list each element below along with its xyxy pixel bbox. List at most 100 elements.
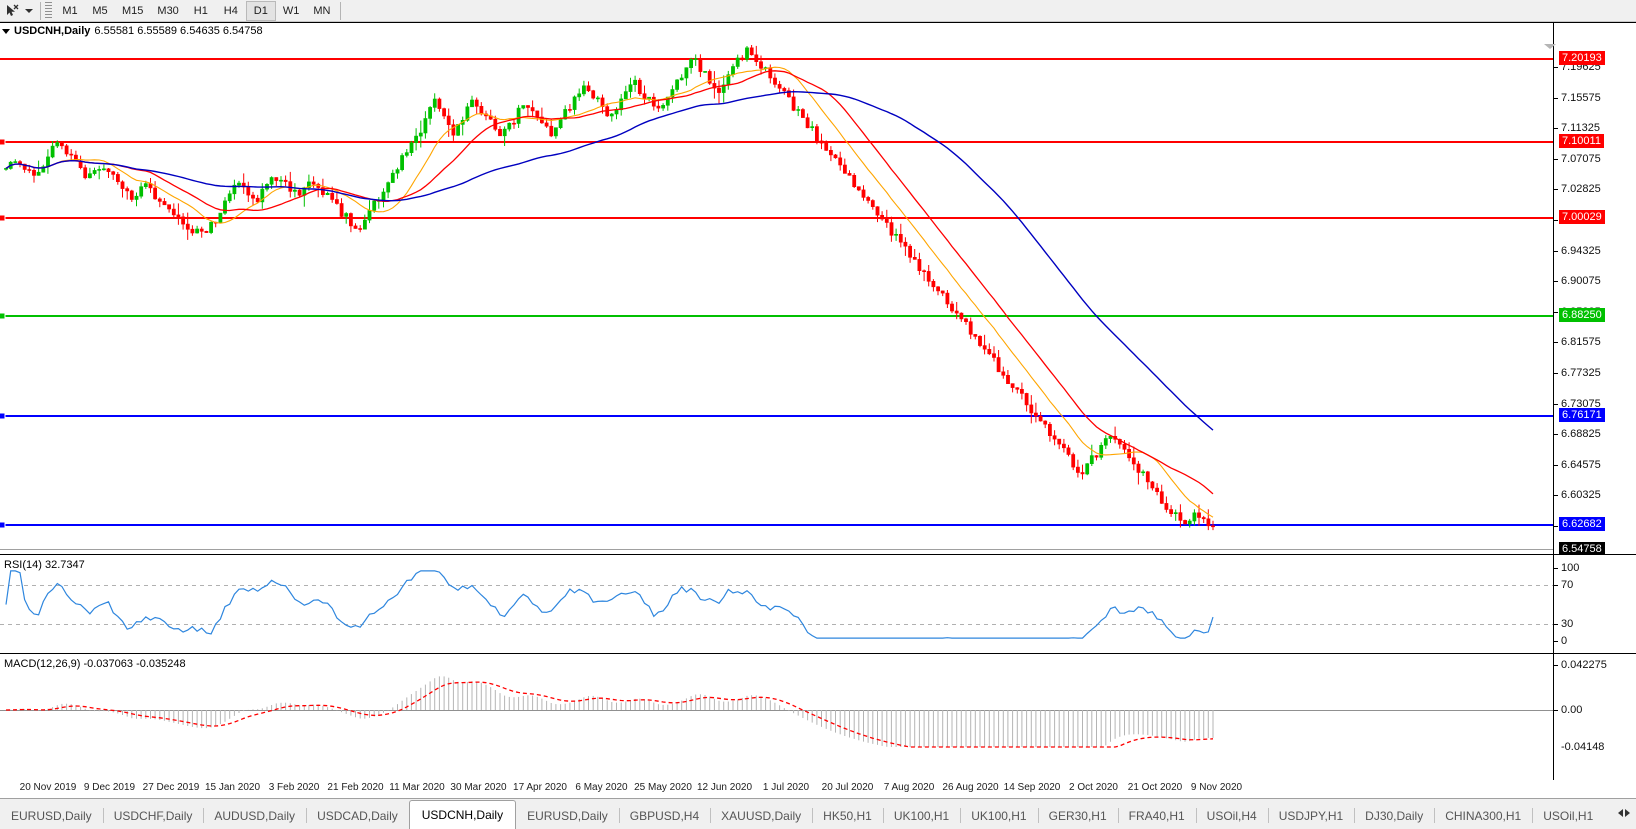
chevron-down-icon[interactable]	[24, 3, 33, 19]
chart-tab-ger30-h1[interactable]: GER30,H1	[1037, 802, 1118, 829]
level-handle[interactable]	[0, 412, 6, 420]
price-tick-label: 7.02825	[1561, 183, 1601, 196]
level-handle[interactable]	[0, 312, 6, 320]
date-tick-label: 20 Nov 2019	[19, 782, 77, 793]
chart-tab-eurusd-daily[interactable]: EURUSD,Daily	[527, 808, 608, 823]
price-tick	[1554, 97, 1558, 99]
chart-tab-usoil-h1[interactable]: USOil,H1	[1532, 802, 1604, 829]
chart-tab-gbpusd-h4[interactable]: GBPUSD,H4	[618, 802, 710, 829]
price-tick-label: 6.94325	[1561, 244, 1601, 257]
resistance-line-1[interactable]	[0, 58, 1553, 60]
price-axis[interactable]: 7.196257.155757.113257.070757.028256.985…	[1554, 23, 1636, 554]
price-tick	[1554, 250, 1558, 252]
price-tick-label: 7.15575	[1561, 91, 1601, 104]
price-plot[interactable]: USDCNH,Daily 6.55581 6.55589 6.54635 6.5…	[0, 23, 1553, 554]
price-level-badge-red[interactable]: 7.20193	[1559, 51, 1605, 65]
timeframe-m30[interactable]: M30	[157, 4, 179, 17]
macd-series	[5, 676, 1214, 748]
chart-tab-uk100-h1[interactable]: UK100,H1	[882, 802, 960, 829]
macd-plot[interactable]: MACD(12,26,9) -0.037063 -0.035248	[0, 655, 1553, 750]
date-tick-label: 27 Dec 2019	[142, 782, 200, 793]
date-tick-label: 15 Jan 2020	[204, 782, 261, 793]
timeframe-d1[interactable]: D1	[245, 0, 276, 21]
chart-scroll-handle[interactable]	[1544, 44, 1556, 50]
timeframe-h1[interactable]: H1	[193, 4, 208, 17]
price-level-badge-red[interactable]: 7.00029	[1559, 210, 1605, 224]
timeframe-m5[interactable]: M5	[92, 4, 108, 17]
timeframe-m15[interactable]: M15	[122, 4, 144, 17]
date-tick-label: 11 Mar 2020	[389, 782, 445, 793]
pivot-line-green[interactable]	[0, 312, 1553, 320]
level-handle[interactable]	[0, 521, 6, 529]
rsi-tick	[1554, 568, 1558, 569]
price-tick-label: 7.11325	[1561, 122, 1600, 135]
price-tick-label: 6.77325	[1561, 367, 1601, 379]
collapse-caret-icon[interactable]	[2, 28, 10, 34]
support-line-1[interactable]	[0, 412, 1553, 420]
price-level-badge-black[interactable]: 6.54758	[1559, 542, 1605, 554]
chart-tab-china300-h1[interactable]: CHINA300,H1	[1434, 802, 1532, 829]
macd-tick-label: -0.04148	[1561, 741, 1605, 750]
price-tick	[1554, 434, 1558, 436]
price-level-badge-blue[interactable]: 6.76171	[1559, 408, 1605, 422]
rsi-tick	[1554, 624, 1558, 625]
date-tick-label: 25 May 2020	[634, 782, 692, 793]
chart-tab-bar[interactable]: EURUSD,Daily USDCHF,Daily AUDUSD,Daily USDC…	[0, 798, 1636, 829]
chart-tab-usdjpy-h1[interactable]: USDJPY,H1	[1267, 802, 1354, 829]
price-tick	[1554, 281, 1558, 283]
chart-tab-audusd-daily[interactable]: AUDUSD,Daily	[203, 802, 306, 829]
level-handle[interactable]	[0, 138, 6, 146]
resistance-line-2[interactable]	[0, 138, 1553, 146]
date-axis[interactable]: 20 Nov 2019 9 Dec 2019 27 Dec 2019 15 Jan 2…	[0, 779, 1636, 798]
rsi-tick-label: 70	[1561, 579, 1574, 591]
timeframe-toolbar: M1 M5 M15 M30 H1 H4 D1 W1 MN	[0, 0, 1636, 22]
chart-tab-dj30-daily[interactable]: DJ30,Daily	[1354, 802, 1434, 829]
price-tick	[1554, 403, 1558, 405]
price-tick	[1554, 495, 1558, 497]
scroll-left-icon[interactable]	[1618, 808, 1623, 817]
chart-tab-hk50-h1[interactable]: HK50,H1	[812, 802, 883, 829]
price-level-badge-red[interactable]: 7.10011	[1559, 134, 1604, 148]
support-line-2[interactable]	[0, 521, 1553, 529]
price-tick	[1554, 189, 1558, 191]
chart-tab-xauusd-daily[interactable]: XAUUSD,Daily	[710, 802, 812, 829]
cursor-tools-group	[0, 3, 37, 19]
timeframe-mn[interactable]: MN	[313, 4, 331, 17]
price-level-badge-blue[interactable]: 6.62682	[1559, 517, 1605, 531]
date-tick-label: 21 Oct 2020	[1127, 782, 1183, 793]
chart-tab-uk100-h1[interactable]: UK100,H1	[960, 802, 1037, 829]
macd-pane[interactable]: MACD(12,26,9) -0.037063 -0.035248 0.0422…	[0, 655, 1636, 750]
rsi-plot[interactable]: RSI(14) 32.7347	[0, 556, 1553, 653]
chart-tab-usoil-h4[interactable]: USOil,H4	[1195, 802, 1268, 829]
rsi-tick-label: 30	[1561, 618, 1574, 630]
resistance-line-3[interactable]	[0, 214, 1553, 222]
price-tick	[1554, 464, 1558, 466]
date-tick-label: 30 Mar 2020	[450, 782, 507, 793]
toolbar-divider	[40, 1, 41, 20]
price-pane[interactable]: USDCNH,Daily 6.55581 6.55589 6.54635 6.5…	[0, 23, 1636, 555]
price-level-badge-green[interactable]: 6.88250	[1559, 308, 1605, 322]
macd-tick-label: 0.00	[1561, 704, 1583, 716]
chart-tab-fra40-h1[interactable]: FRA40,H1	[1117, 802, 1196, 829]
chart-tab-eurusd-daily[interactable]: EURUSD,Daily	[11, 808, 92, 823]
chart-tab-usdcad-daily[interactable]: USDCAD,Daily	[306, 802, 409, 829]
level-handle[interactable]	[0, 214, 6, 222]
scroll-right-icon[interactable]	[1625, 808, 1630, 817]
timeframe-w1[interactable]: W1	[282, 4, 300, 17]
chart-symbol-header: USDCNH,Daily 6.55581 6.55589 6.54635 6.5…	[2, 25, 263, 37]
date-tick-label: 20 Jul 2020	[821, 782, 874, 793]
timeframe-h4[interactable]: H4	[223, 4, 238, 17]
macd-tick-label: 0.042275	[1561, 659, 1607, 671]
price-tick-label: 6.81575	[1561, 336, 1601, 349]
rsi-tick-label: 100	[1561, 562, 1580, 574]
rsi-pane[interactable]: RSI(14) 32.7347 100 70 30 0	[0, 556, 1636, 654]
rsi-oversold-guide	[0, 624, 1553, 625]
toolbar-grip-handle[interactable]	[45, 1, 52, 20]
crosshair-cursor-icon[interactable]	[4, 3, 20, 19]
price-tick	[1554, 373, 1558, 374]
chart-tab-usdcnh-daily[interactable]: USDCNH,Daily	[408, 800, 517, 829]
timeframe-m1[interactable]: M1	[62, 4, 78, 17]
chart-area[interactable]: USDCNH,Daily 6.55581 6.55589 6.54635 6.5…	[0, 22, 1636, 780]
tab-scroll-controls[interactable]	[1614, 802, 1636, 829]
chart-tab-usdchf-daily[interactable]: USDCHF,Daily	[102, 802, 204, 829]
